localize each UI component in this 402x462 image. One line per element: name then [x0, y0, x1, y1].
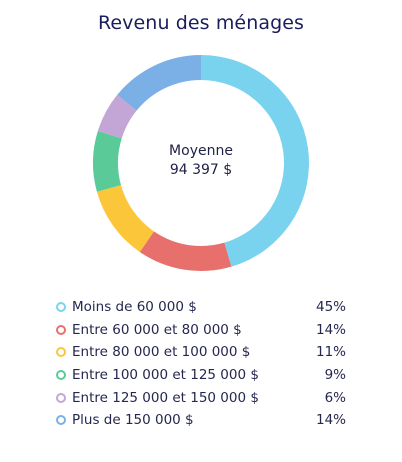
donut-chart	[92, 55, 310, 271]
legend-label: Entre 100 000 et 125 000 $	[72, 367, 259, 384]
chart-title: Revenu des ménages	[97, 12, 305, 34]
donut-slice	[117, 55, 201, 111]
chart-legend: Moins de 60 000 $ 45% Entre 60 000 et 80 0…	[56, 296, 346, 432]
donut-slice	[96, 185, 154, 252]
legend-swatch-icon	[56, 324, 66, 335]
center-label-title: Moyenne	[169, 143, 233, 159]
donut-slice	[139, 231, 232, 271]
center-label: Moyenne 94 397 $	[101, 142, 301, 180]
legend-label: Moins de 60 000 $	[72, 299, 197, 316]
legend-label: Plus de 150 000 $	[72, 412, 194, 429]
legend-percent: 14%	[315, 321, 346, 338]
legend-swatch-icon	[56, 347, 66, 358]
legend-percent: 45%	[315, 299, 346, 316]
legend-label: Entre 125 000 et 150 000 $	[72, 389, 259, 406]
donut-slice	[92, 130, 122, 192]
center-label-value: 94 397 $	[169, 162, 233, 178]
legend-percent: 6%	[324, 389, 346, 406]
legend-item: Entre 125 000 et 150 000 $ 6%	[56, 386, 346, 409]
legend-swatch-icon	[56, 415, 66, 426]
legend-swatch-icon	[56, 302, 66, 313]
legend-percent: 11%	[315, 344, 346, 361]
legend-label: Entre 80 000 et 100 000 $	[72, 344, 251, 361]
legend-swatch-icon	[56, 370, 66, 381]
legend-item: Entre 60 000 et 80 000 $ 14%	[56, 319, 346, 342]
legend-item: Plus de 150 000 $ 14%	[56, 409, 346, 432]
legend-item: Entre 80 000 et 100 000 $ 11%	[56, 341, 346, 364]
legend-item: Entre 100 000 et 125 000 $ 9%	[56, 364, 346, 387]
donut-slice	[201, 55, 310, 267]
donut-slice	[97, 94, 137, 139]
legend-swatch-icon	[56, 392, 66, 403]
legend-item: Moins de 60 000 $ 45%	[56, 296, 346, 319]
legend-percent: 14%	[315, 412, 346, 429]
legend-percent: 9%	[324, 367, 346, 384]
legend-label: Entre 60 000 et 80 000 $	[72, 321, 242, 338]
